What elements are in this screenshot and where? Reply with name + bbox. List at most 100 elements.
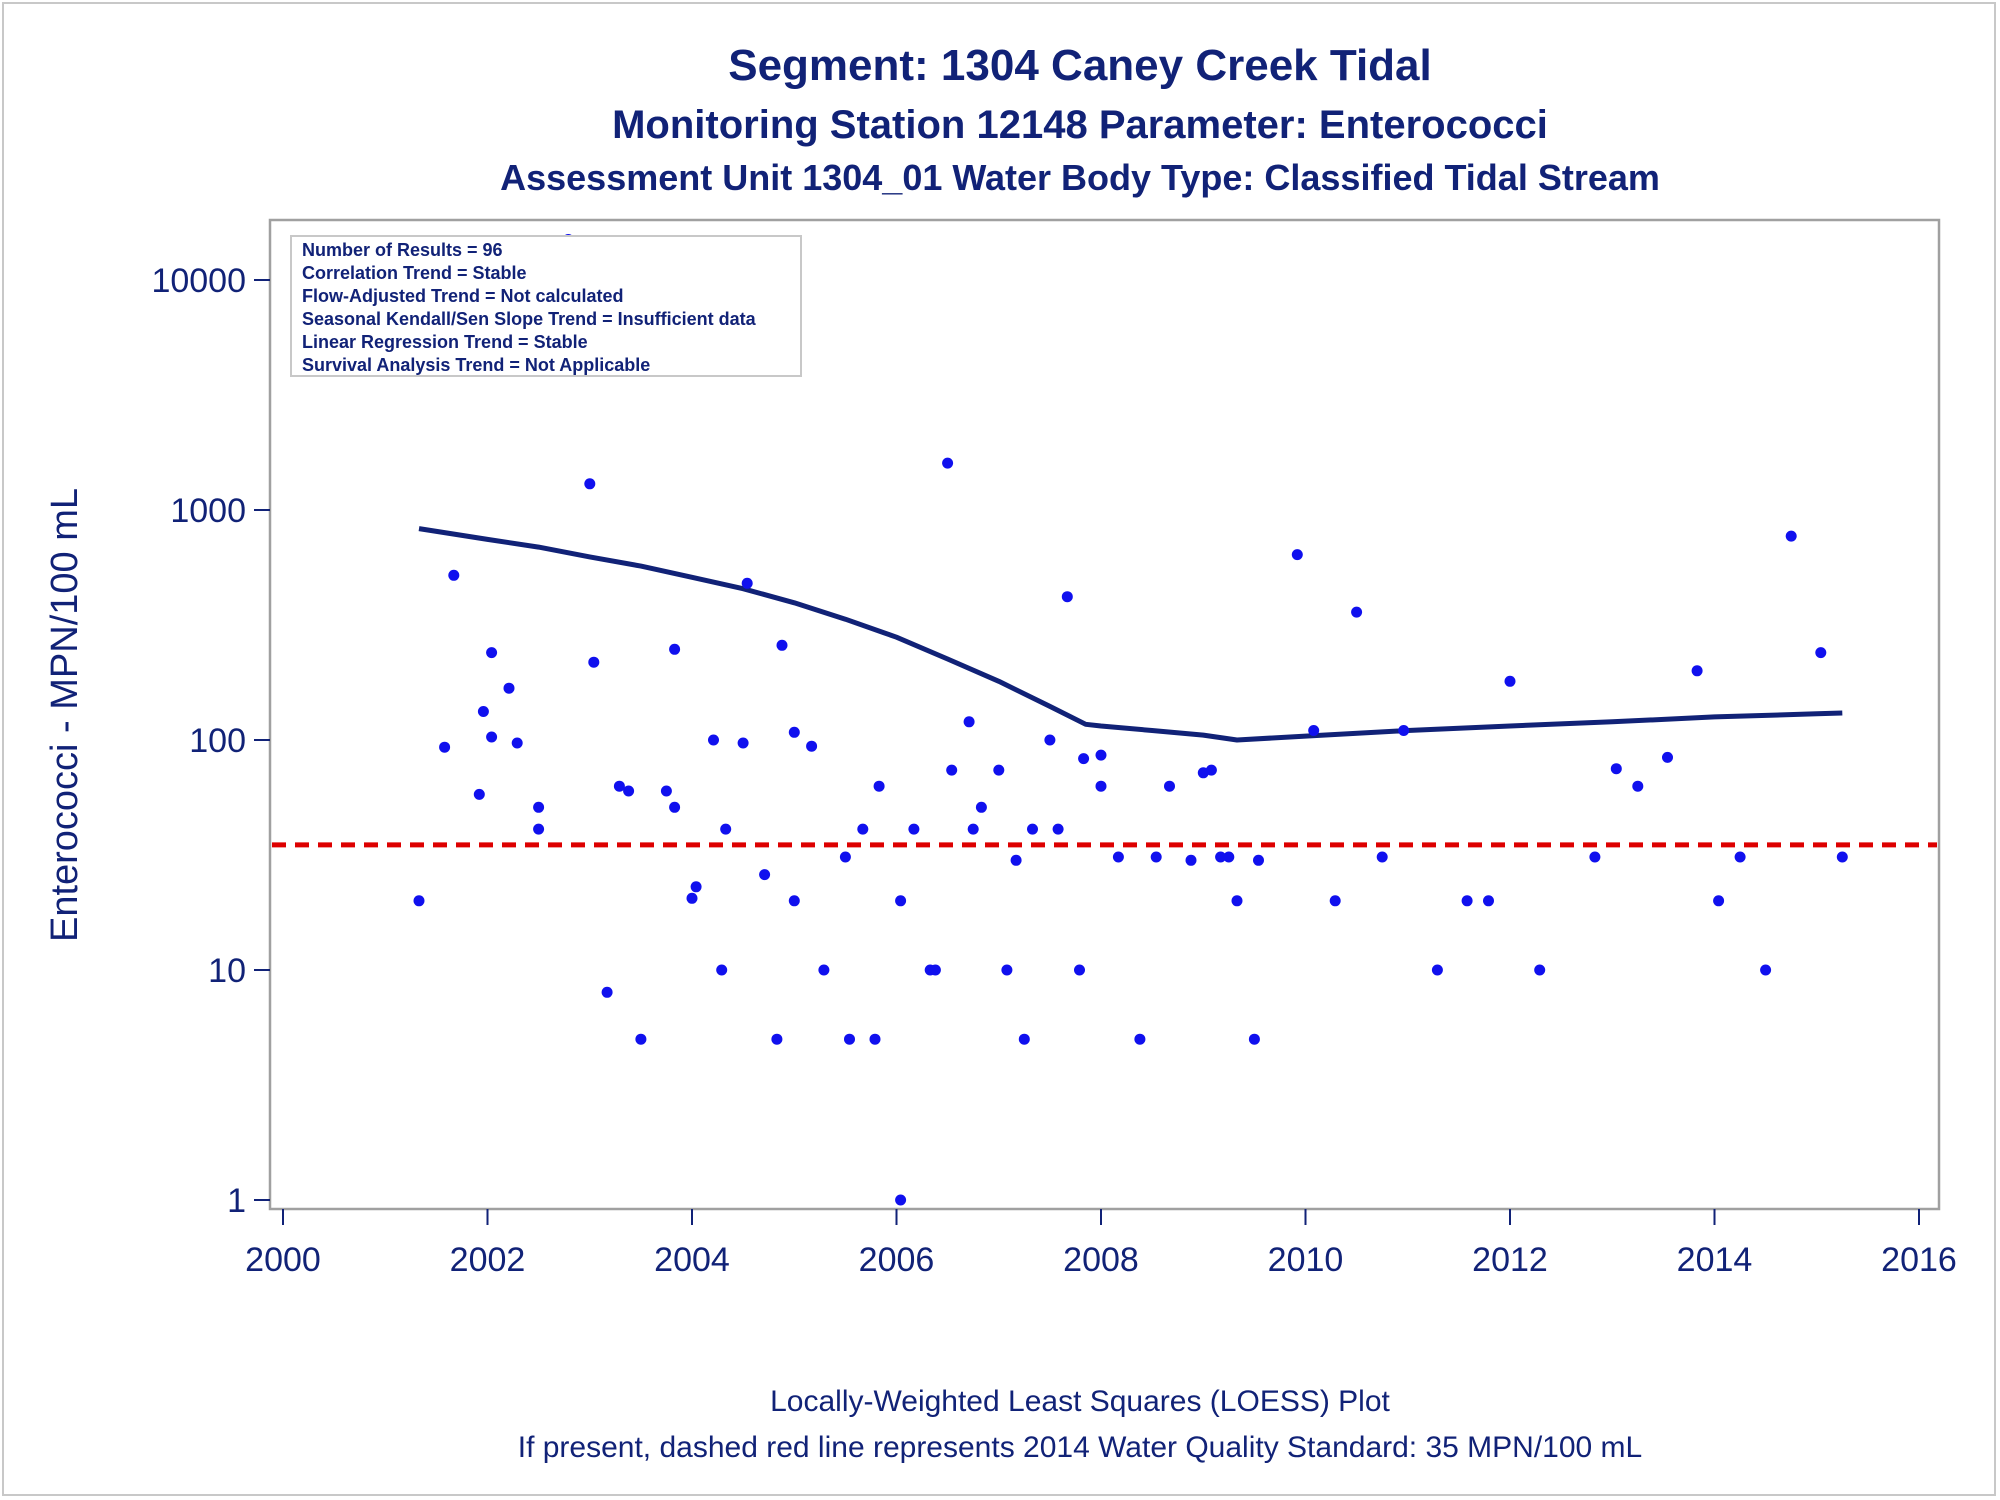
- chart-title: Segment: 1304 Caney Creek Tidal: [728, 41, 1432, 90]
- data-point: [1078, 753, 1090, 765]
- data-point: [720, 823, 732, 835]
- data-point: [1836, 851, 1848, 863]
- data-point: [1164, 780, 1175, 792]
- data-point: [439, 741, 451, 753]
- data-point: [873, 780, 885, 792]
- data-point: [669, 643, 681, 655]
- data-point: [1431, 964, 1443, 976]
- data-point: [1351, 606, 1363, 618]
- x-tick-label: 2002: [450, 1241, 526, 1279]
- footnote-standard: If present, dashed red line represents 2…: [518, 1431, 1643, 1464]
- x-tick-label: 2008: [1063, 1241, 1139, 1279]
- data-point: [844, 1033, 855, 1045]
- data-point: [588, 656, 600, 668]
- data-point: [635, 1033, 647, 1045]
- data-point: [686, 892, 698, 904]
- data-point: [511, 737, 523, 749]
- data-point: [1061, 591, 1073, 603]
- data-point: [1027, 823, 1038, 835]
- data-point: [737, 737, 749, 749]
- y-tick-label: 10: [208, 952, 246, 990]
- stats-survival-analysis-trend: Survival Analysis Trend = Not Applicable: [302, 355, 650, 375]
- y-tick-label: 10000: [151, 262, 246, 300]
- stats-seasonal-kendall-trend: Seasonal Kendall/Sen Slope Trend = Insuf…: [302, 309, 757, 329]
- data-point: [1044, 734, 1056, 746]
- stats-correlation-trend: Correlation Trend = Stable: [302, 263, 527, 283]
- data-point: [788, 895, 800, 907]
- data-point: [967, 823, 979, 835]
- data-point: [716, 964, 728, 976]
- y-axis: 1 10 100 1000 10000: [151, 262, 270, 1220]
- data-point: [1376, 851, 1388, 863]
- data-point: [1248, 1033, 1260, 1045]
- data-point: [1734, 851, 1746, 863]
- data-point: [1253, 854, 1264, 866]
- data-point: [1112, 851, 1124, 863]
- data-point: [1713, 895, 1725, 907]
- data-point: [1001, 964, 1013, 976]
- data-point: [818, 964, 830, 976]
- data-point: [613, 780, 625, 792]
- data-point: [895, 895, 907, 907]
- data-point: [690, 881, 702, 893]
- data-point: [1095, 749, 1107, 761]
- data-point: [1150, 851, 1162, 863]
- data-point: [708, 734, 719, 746]
- data-point: [993, 764, 1005, 776]
- footnote-loess: Locally-Weighted Least Squares (LOESS) P…: [770, 1385, 1390, 1418]
- data-point: [1610, 763, 1622, 775]
- data-point: [788, 726, 800, 738]
- data-point: [1785, 530, 1797, 542]
- data-point: [1632, 780, 1644, 792]
- data-point: [1205, 764, 1217, 776]
- data-point: [448, 569, 460, 581]
- data-point: [942, 457, 954, 469]
- loess-curve: [418, 526, 1843, 743]
- data-point: [1134, 1033, 1146, 1045]
- x-axis: 2000 2002 2004 2006 2008 2010 2012 2014 2016: [245, 1209, 1957, 1279]
- data-point: [533, 823, 545, 835]
- data-point: [776, 639, 788, 651]
- data-point: [1308, 725, 1320, 736]
- data-point: [503, 682, 515, 694]
- data-point: [839, 851, 851, 863]
- data-point: [771, 1033, 783, 1045]
- x-tick-label: 2006: [859, 1241, 935, 1279]
- data-point: [1534, 964, 1546, 976]
- x-tick-label: 2000: [245, 1241, 321, 1279]
- data-point: [1215, 851, 1227, 863]
- data-point: [1185, 854, 1197, 866]
- data-point: [1504, 675, 1516, 687]
- data-point: [486, 731, 498, 743]
- x-tick-label: 2014: [1677, 1241, 1753, 1279]
- data-point: [857, 823, 869, 835]
- data-point: [1052, 823, 1064, 835]
- data-point: [975, 801, 987, 813]
- y-tick-label: 100: [189, 722, 246, 760]
- data-point: [946, 764, 958, 776]
- data-point: [759, 869, 771, 881]
- data-point: [895, 1194, 907, 1206]
- data-point: [869, 1033, 881, 1045]
- stats-flow-adjusted-trend: Flow-Adjusted Trend = Not calculated: [302, 286, 624, 306]
- data-point: [1760, 964, 1772, 976]
- data-point: [1815, 647, 1827, 659]
- data-point: [1691, 665, 1703, 677]
- data-point: [1231, 895, 1243, 907]
- data-point: [741, 577, 753, 589]
- data-point: [963, 716, 975, 728]
- data-point: [1223, 851, 1235, 863]
- x-tick-label: 2010: [1268, 1241, 1344, 1279]
- data-point: [929, 964, 941, 976]
- stats-box-frame: [290, 235, 802, 377]
- y-tick-label: 1: [227, 1182, 246, 1220]
- data-point: [1074, 964, 1085, 976]
- data-point: [623, 785, 635, 797]
- data-point: [1329, 895, 1341, 907]
- data-point: [1398, 725, 1410, 736]
- data-point: [1010, 854, 1022, 866]
- stats-linear-regression-trend: Linear Regression Trend = Stable: [302, 332, 588, 352]
- data-point: [486, 647, 498, 659]
